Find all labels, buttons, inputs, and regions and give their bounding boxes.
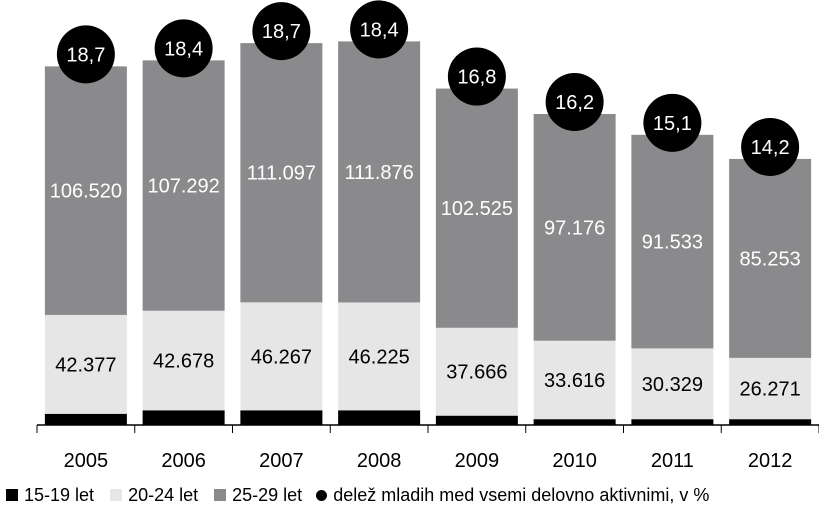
- bar-segment-15-19-let-2005: [44, 413, 127, 425]
- data-label-20-24: 46.267: [251, 346, 312, 368]
- bar-segment-15-19-let-2009: [435, 415, 518, 425]
- share-bubble: [252, 2, 311, 61]
- data-label-25-29: 91.533: [642, 232, 703, 254]
- legend-swatch-15-19: [6, 489, 18, 501]
- data-label-20-24: 30.329: [642, 374, 703, 396]
- share-bubble: [154, 19, 213, 78]
- share-label: 18,7: [66, 44, 105, 66]
- share-label: 18,7: [262, 21, 301, 43]
- x-tick-label: 2009: [455, 450, 500, 472]
- x-tick-label: 2010: [552, 450, 597, 472]
- bar-segment-25-29-let-2006: [142, 60, 225, 311]
- x-tick-label: 2005: [64, 450, 109, 472]
- legend: 15-19 let 20-24 let 25-29 let delež mlad…: [0, 484, 819, 506]
- data-label-25-29: 111.876: [344, 162, 413, 184]
- bar-segment-15-19-let-2010: [533, 419, 616, 425]
- bar-segment-25-29-let-2011: [631, 134, 714, 349]
- data-label-25-29: 102.525: [441, 198, 513, 220]
- x-tick-label: 2011: [651, 450, 694, 472]
- legend-swatch-25-29: [214, 489, 227, 501]
- bar-segment-15-19-let-2007: [240, 410, 323, 425]
- share-label: 14,2: [751, 137, 790, 159]
- bar-segment-20-24-let-2010: [533, 340, 616, 420]
- share-label: 18,4: [360, 19, 399, 41]
- share-label: 18,4: [164, 38, 203, 60]
- bar-segment-15-19-let-2012: [729, 419, 812, 425]
- x-tick-label: 2008: [357, 450, 402, 472]
- data-label-25-29: 85.253: [740, 248, 801, 270]
- data-label-20-24: 46.225: [349, 346, 410, 368]
- data-label-20-24: 37.666: [446, 362, 507, 384]
- legend-item-25-29: 25-29 let: [208, 485, 302, 506]
- share-bubble: [350, 0, 409, 59]
- bar-segment-15-19-let-2011: [631, 419, 714, 425]
- bar-segment-20-24-let-2011: [631, 348, 714, 420]
- legend-label-20-24: 20-24 let: [128, 484, 199, 505]
- bar-segment-25-29-let-2005: [44, 66, 127, 315]
- legend-item-15-19: 15-19 let: [0, 485, 94, 506]
- data-label-20-24: 33.616: [544, 370, 605, 392]
- data-label-25-29: 106.520: [50, 181, 122, 203]
- legend-label-15-19: 15-19 let: [24, 484, 95, 505]
- bar-segment-15-19-let-2008: [338, 410, 421, 425]
- share-bubble: [643, 93, 702, 152]
- x-tick-label: 2007: [259, 450, 304, 472]
- share-label: 16,8: [457, 67, 496, 89]
- legend-item-share: delež mladih med vsemi delovno aktivnimi…: [312, 485, 709, 506]
- share-bubble: [741, 117, 800, 176]
- data-label-25-29: 107.292: [147, 176, 219, 198]
- bar-segment-25-29-let-2009: [435, 88, 518, 328]
- legend-label-share: delež mladih med vsemi delovno aktivnimi…: [333, 484, 710, 505]
- data-label-20-24: 42.377: [55, 354, 116, 376]
- legend-label-25-29: 25-29 let: [232, 484, 303, 505]
- share-label: 16,2: [555, 92, 594, 114]
- bar-segment-20-24-let-2007: [240, 302, 323, 411]
- bar-segment-15-19-let-2006: [142, 410, 225, 425]
- x-tick-label: 2006: [161, 450, 206, 472]
- bar-segment-20-24-let-2005: [44, 314, 127, 414]
- share-label: 15,1: [653, 113, 692, 135]
- bar-segment-20-24-let-2006: [142, 310, 225, 411]
- share-bubble: [447, 47, 506, 106]
- bar-segment-20-24-let-2008: [338, 302, 421, 411]
- legend-dot-share: [316, 489, 328, 501]
- share-bubble: [56, 25, 115, 84]
- bar-segment-20-24-let-2012: [729, 357, 812, 420]
- bar-segment-25-29-let-2008: [338, 41, 421, 303]
- data-label-25-29: 111.097: [247, 163, 316, 185]
- bar-segment-20-24-let-2009: [435, 327, 518, 416]
- data-label-20-24: 42.678: [153, 351, 214, 373]
- bar-segment-25-29-let-2010: [533, 113, 616, 341]
- share-bubble: [545, 72, 604, 131]
- legend-swatch-20-24: [110, 489, 123, 501]
- bar-segment-25-29-let-2007: [240, 43, 323, 303]
- x-tick-label: 2012: [748, 450, 793, 472]
- legend-item-20-24: 20-24 let: [104, 485, 198, 506]
- data-label-20-24: 26.271: [740, 379, 801, 401]
- data-label-25-29: 97.176: [544, 217, 605, 239]
- bar-segment-25-29-let-2012: [729, 158, 812, 358]
